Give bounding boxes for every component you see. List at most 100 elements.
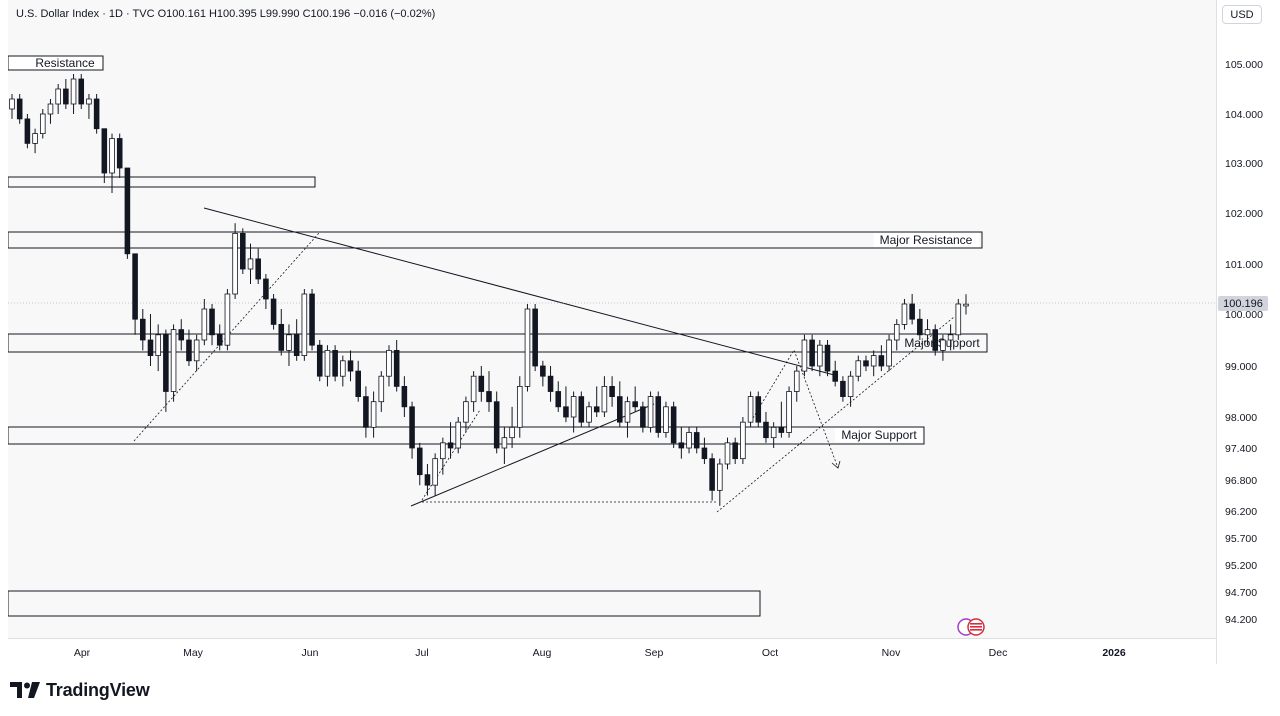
candle[interactable] <box>663 401 669 438</box>
candle[interactable] <box>370 391 377 438</box>
candle[interactable] <box>155 324 161 372</box>
candle[interactable] <box>717 458 723 506</box>
candle[interactable] <box>917 309 923 340</box>
candle[interactable] <box>486 371 492 412</box>
price-chart-svg[interactable]: Resistance Major Resistance Major Suppor… <box>7 0 1216 638</box>
candle[interactable] <box>224 289 231 351</box>
candle[interactable] <box>624 396 631 438</box>
candle[interactable] <box>24 114 31 149</box>
candle[interactable] <box>416 442 423 486</box>
candle[interactable] <box>378 371 385 412</box>
candle[interactable] <box>147 314 154 366</box>
candle[interactable] <box>16 94 23 124</box>
candle[interactable] <box>617 381 623 428</box>
candle[interactable] <box>101 128 108 183</box>
candle[interactable] <box>55 84 61 114</box>
candle[interactable] <box>817 340 823 377</box>
candle[interactable] <box>940 334 946 361</box>
candle[interactable] <box>878 345 885 372</box>
candle[interactable] <box>201 299 208 346</box>
candle[interactable] <box>747 391 754 428</box>
candle[interactable] <box>293 319 300 361</box>
candle[interactable] <box>178 319 185 351</box>
lower-zone[interactable] <box>7 590 761 617</box>
candle[interactable] <box>263 274 269 309</box>
candle[interactable] <box>478 366 485 402</box>
candle[interactable] <box>863 355 869 372</box>
candle[interactable] <box>186 329 192 366</box>
candle[interactable] <box>886 334 892 372</box>
candle[interactable] <box>678 427 685 459</box>
candle[interactable] <box>524 304 531 392</box>
candle[interactable] <box>347 350 354 382</box>
candle[interactable] <box>770 422 777 448</box>
currency-badge[interactable]: USD <box>1222 5 1262 24</box>
chart-area[interactable]: Resistance Major Resistance Major Suppor… <box>7 0 1216 638</box>
candle[interactable] <box>786 386 792 438</box>
candle[interactable] <box>109 133 115 193</box>
candle[interactable] <box>732 437 738 464</box>
candle[interactable] <box>216 324 223 351</box>
candle[interactable] <box>555 381 562 412</box>
candle[interactable] <box>755 391 762 428</box>
candle[interactable] <box>593 386 600 417</box>
candle[interactable] <box>324 345 331 387</box>
candle[interactable] <box>909 294 915 325</box>
candle[interactable] <box>386 345 392 387</box>
candle[interactable] <box>340 355 346 387</box>
candle[interactable] <box>501 427 508 464</box>
candle[interactable] <box>401 376 408 417</box>
time-scale[interactable]: Apr May Jun Jul Aug Sep Oct Nov Dec 2026 <box>8 638 1216 665</box>
candle[interactable] <box>932 324 939 356</box>
candle[interactable] <box>193 334 200 372</box>
candle[interactable] <box>855 355 862 382</box>
candle[interactable] <box>563 386 569 423</box>
ascending-trendline-jul-aug[interactable] <box>410 403 655 507</box>
candle[interactable] <box>301 289 308 361</box>
tradingview-brand[interactable]: TradingView <box>46 679 150 700</box>
candle[interactable] <box>432 453 438 496</box>
candle[interactable] <box>793 366 800 402</box>
candle[interactable] <box>424 464 431 496</box>
candle[interactable] <box>570 391 577 433</box>
major-resistance-zone[interactable] <box>7 231 983 249</box>
candle[interactable] <box>824 340 831 377</box>
candle[interactable] <box>640 401 646 433</box>
candle[interactable] <box>532 304 538 372</box>
candle[interactable] <box>840 376 846 402</box>
candle[interactable] <box>270 294 277 330</box>
candle[interactable] <box>740 417 746 464</box>
candle[interactable] <box>393 340 400 392</box>
candle[interactable] <box>870 350 877 377</box>
candle[interactable] <box>540 360 546 387</box>
candle[interactable] <box>601 376 608 417</box>
candle[interactable] <box>493 391 500 454</box>
candle[interactable] <box>763 411 769 443</box>
candle[interactable] <box>647 391 654 433</box>
candle[interactable] <box>332 345 338 382</box>
candle[interactable] <box>247 243 254 284</box>
candle[interactable] <box>78 74 85 109</box>
candle[interactable] <box>63 79 69 109</box>
candle[interactable] <box>9 94 15 119</box>
candle[interactable] <box>893 319 900 351</box>
candle[interactable] <box>163 329 169 412</box>
candle[interactable] <box>470 371 477 412</box>
candle[interactable] <box>232 223 238 299</box>
candle[interactable] <box>632 386 638 412</box>
candle[interactable] <box>86 94 92 119</box>
candle[interactable] <box>516 376 523 438</box>
resistance-zone-top[interactable] <box>7 55 104 71</box>
candle[interactable] <box>686 427 692 454</box>
candle[interactable] <box>586 401 592 428</box>
candle[interactable] <box>924 319 931 346</box>
candle[interactable] <box>316 340 323 382</box>
candle[interactable] <box>39 109 46 139</box>
candle[interactable] <box>509 406 515 448</box>
dotted-trendline-sep-nov[interactable] <box>716 316 955 513</box>
candle[interactable] <box>578 391 585 428</box>
candle[interactable] <box>116 133 123 178</box>
resistance-zone-103[interactable] <box>7 176 316 188</box>
candle[interactable] <box>286 324 292 366</box>
candle[interactable] <box>309 289 315 351</box>
